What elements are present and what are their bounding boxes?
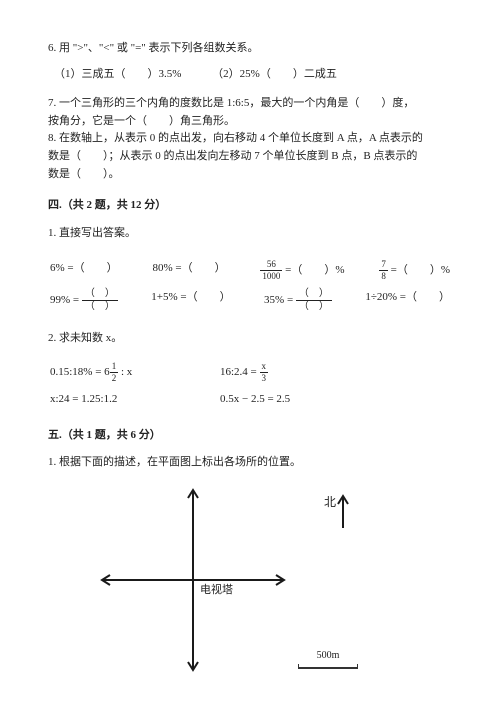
blank-frac: （ ）（ ） [296,289,332,312]
q6-stem: 6. 用 ">"、"<" 或 "=" 表示下列各组数关系。 [48,40,452,58]
q8: 8. 在数轴上，从表示 0 的点出发，向右移动 4 个单位长度到 A 点，A 点… [48,130,452,183]
s4p1-r2c1-lhs: 99% = [50,294,82,306]
s4p2-r2c1: x:24 = 1.25:1.2 [50,391,220,409]
frac-num: x [260,362,269,373]
blank-frac: （ ）（ ） [82,289,118,312]
q6-p1-label: （1）三成五 [54,68,115,80]
q6-p1-gap: （ ） [115,66,159,84]
frac-den: 8 [379,271,388,281]
scale-label: 500m [298,648,358,664]
frac-56-1000: 56 1000 [260,260,282,281]
s4p1-r2c3: 35% = （ ）（ ） [264,289,332,312]
sec4-p2-row2: x:24 = 1.25:1.2 0.5x − 2.5 = 2.5 [48,391,452,409]
s4p2-r1c2-pre: 16:2.4 = [220,366,260,378]
sec4-p1-row2: 99% = （ ）（ ） 1+5% =（ ） 35% = （ ）（ ） 1÷20… [48,289,452,312]
frac-num: 1 [110,362,119,373]
center-label: 电视塔 [200,582,233,596]
s4p1-r1c1: 6% =（ ） [50,260,118,281]
s4p1-r2c2: 1+5% =（ ） [151,289,230,312]
q6-p2-label: （2）25% [212,68,260,80]
q6-part-2: （2）25%（ ）二成五 [212,66,337,84]
q8-line2: 数是（ ）；从表示 0 的点出发向左移动 7 个单位长度到 B 点，B 点表示的 [48,150,417,162]
s4p2-r1c1-pre: 0.15:18% = 6 [50,366,110,378]
frac-x-3: x 3 [260,362,269,383]
q8-line1: 8. 在数轴上，从表示 0 的点出发，向右移动 4 个单位长度到 A 点，A 点… [48,132,423,144]
diagram-plane: 电视塔 北 500m [88,480,388,690]
q7: 7. 一个三角形的三个内角的度数比是 1:6:5，最大的一个内角是（ ）度， 按… [48,95,452,130]
scale-rule [298,664,358,669]
frac-num: 7 [379,260,388,271]
s4p1-r1c2: 80% =（ ） [152,260,225,281]
q8-line3: 数是（ ）。 [48,168,120,180]
s4p1-r1c4-tail: =（ ）% [388,264,450,276]
s4p2-r2c2: 0.5x − 2.5 = 2.5 [220,391,290,409]
sec5-p1-stem: 1. 根据下面的描述，在平面图上标出各场所的位置。 [48,454,452,472]
q6-p2-gap: （ ） [260,66,304,84]
s4p1-r1c4: 7 8 =（ ）% [379,260,450,281]
q7-line1a: 7. 一个三角形的三个内角的度数比是 1:6:5，最大的一个内角是（ ）度， [48,97,414,109]
sec4-p1-row1: 6% =（ ） 80% =（ ） 56 1000 =（ ）% 7 8 =（ ）% [48,260,452,281]
frac-den: 3 [260,373,269,383]
q6-parts: （1）三成五（ ）3.5% （2）25%（ ）二成五 [54,66,452,84]
frac-den: 1000 [260,271,282,281]
s4p2-r1c2: 16:2.4 = x 3 [220,362,268,383]
s4p1-r1c3-tail: =（ ）% [282,264,344,276]
sec4-p2-row1: 0.15:18% = 6 1 2 : x 16:2.4 = x 3 [48,362,452,383]
frac-num: 56 [260,260,282,271]
s4p1-r2c1: 99% = （ ）（ ） [50,289,118,312]
s4p2-r1c1: 0.15:18% = 6 1 2 : x [50,362,220,383]
section-4-title: 四.（共 2 题，共 12 分） [48,197,452,215]
s4p1-r1c3: 56 1000 =（ ）% [260,260,344,281]
sec4-p2-stem: 2. 求未知数 x。 [48,330,452,348]
frac-den: 2 [110,373,119,383]
s4p1-r2c3-lhs: 35% = [264,294,296,306]
north-label: 北 [324,495,336,509]
frac-1-2: 1 2 [110,362,119,383]
frac-7-8: 7 8 [379,260,388,281]
q7-line1b: 按角分，它是一个（ ）角三角形。 [48,115,235,127]
q6-p1-rhs: 3.5% [159,68,182,80]
s4p1-r2c4: 1÷20% =（ ） [365,289,450,312]
sec4-p1-stem: 1. 直接写出答案。 [48,225,452,243]
q6-part-1: （1）三成五（ ）3.5% [54,66,181,84]
s4p2-r1c1-post: : x [118,366,132,378]
section-5-title: 五.（共 1 题，共 6 分） [48,427,452,445]
scale-bar: 500m [298,648,358,669]
q6-p2-rhs: 二成五 [304,68,337,80]
